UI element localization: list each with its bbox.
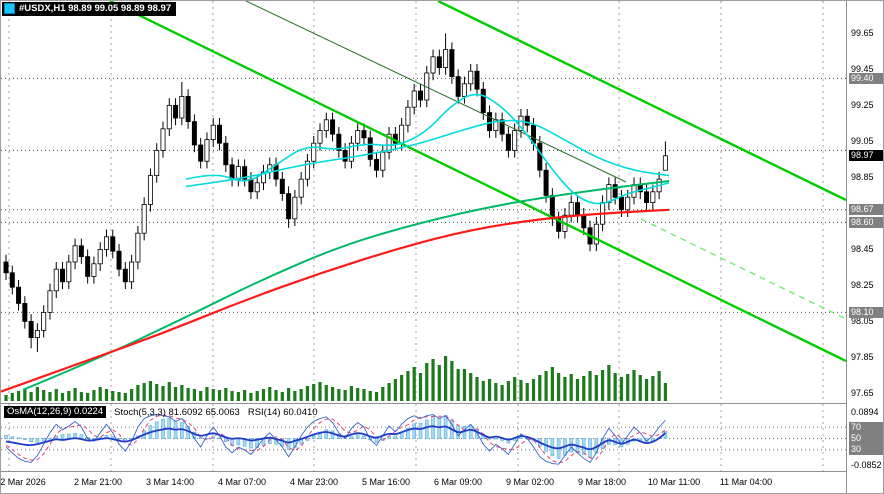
time-axis-label: 10 Mar 11:00 [647, 477, 701, 487]
trendline-thin [245, 1, 627, 183]
time-axis-label: 4 Mar 23:00 [289, 477, 339, 487]
channel-line-upper [437, 1, 846, 202]
stoch-label: Stoch(5,3,3) 81.6092 65.0063 [114, 406, 240, 418]
price-tick-label: 98.85 [851, 172, 874, 183]
stoch-main-line [5, 414, 666, 465]
main-chart[interactable] [1, 1, 846, 404]
time-axis-label: 11 Mar 04:00 [719, 477, 773, 487]
price-tick-label: 99.05 [851, 136, 874, 147]
price-level-badge: 98.67 [849, 204, 883, 216]
symbol-title-text: #USDX,H1 98.89 99.05 98.89 98.97 [19, 3, 172, 14]
panel-splitter-top[interactable] [1, 403, 883, 404]
time-axis-label: 2 Mar 21:00 [73, 477, 123, 487]
indicator-level-badge: 70 [849, 421, 883, 433]
symbol-ohlc-label: #USDX,H1 98.89 99.05 98.89 98.97 [2, 2, 177, 16]
price-tick-label: 99.25 [851, 100, 874, 111]
channel-line-lower [109, 1, 846, 363]
indicator-max-label: 0.0894 [851, 407, 879, 417]
price-axis[interactable]: 99.65 99.45 99.25 99.05 98.85 98.45 98.25 98.05… [846, 1, 883, 493]
stoch-signal-line [5, 414, 666, 464]
time-axis-label: 4 Mar 07:00 [217, 477, 267, 487]
ma_red [1, 208, 670, 393]
trendline-dashed [640, 218, 846, 320]
price-tick-label: 98.05 [851, 316, 874, 327]
indicator-level-badge: 30 [849, 444, 883, 456]
price-level-badge: 98.10 [849, 306, 883, 318]
price-tick-label: 98.45 [851, 244, 874, 255]
indicator-min-label: -0.0852 [851, 460, 882, 470]
rsi-label: RSI(14) 60.0410 [247, 406, 318, 418]
indicator-panel[interactable] [1, 404, 846, 471]
ma_cyan_slow [185, 119, 670, 188]
indicator-canvas[interactable] [1, 404, 846, 471]
time-axis[interactable]: 2 Mar 2026 2 Mar 21:00 3 Mar 14:00 4 Mar 07… [0, 472, 846, 493]
chart-type-icon [4, 3, 15, 14]
time-axis-label: 3 Mar 14:00 [145, 477, 195, 487]
time-axis-label: 9 Mar 02:00 [505, 477, 555, 487]
price-level-badge: 98.60 [849, 216, 883, 228]
indicator-labels: OsMA(12,26,9) 0.0224 Stoch(5,3,3) 81.609… [4, 406, 318, 418]
price-level-badge: 99.40 [849, 72, 883, 84]
ma_cyan_fast [185, 93, 670, 205]
time-axis-label: 6 Mar 09:00 [433, 477, 483, 487]
price-tick-label: 97.85 [851, 352, 874, 363]
time-axis-label: 2 Mar 2026 [0, 477, 46, 487]
panel-splitter-bottom[interactable] [1, 471, 883, 472]
price-tick-label: 98.25 [851, 280, 874, 291]
current-price-badge: 98.97 [849, 150, 883, 162]
indicator-level-badge: 50 [849, 433, 883, 444]
osma-label: OsMA(12,26,9) 0.0224 [4, 406, 107, 418]
price-tick-label: 99.65 [851, 28, 874, 39]
price-tick-label: 99.45 [851, 64, 874, 75]
main-chart-canvas[interactable] [1, 1, 846, 404]
price-tick-label: 97.65 [851, 388, 874, 399]
time-axis-label: 9 Mar 18:00 [577, 477, 627, 487]
ma_green [22, 180, 670, 391]
rsi-line [5, 425, 667, 451]
time-axis-label: 5 Mar 16:00 [361, 477, 411, 487]
